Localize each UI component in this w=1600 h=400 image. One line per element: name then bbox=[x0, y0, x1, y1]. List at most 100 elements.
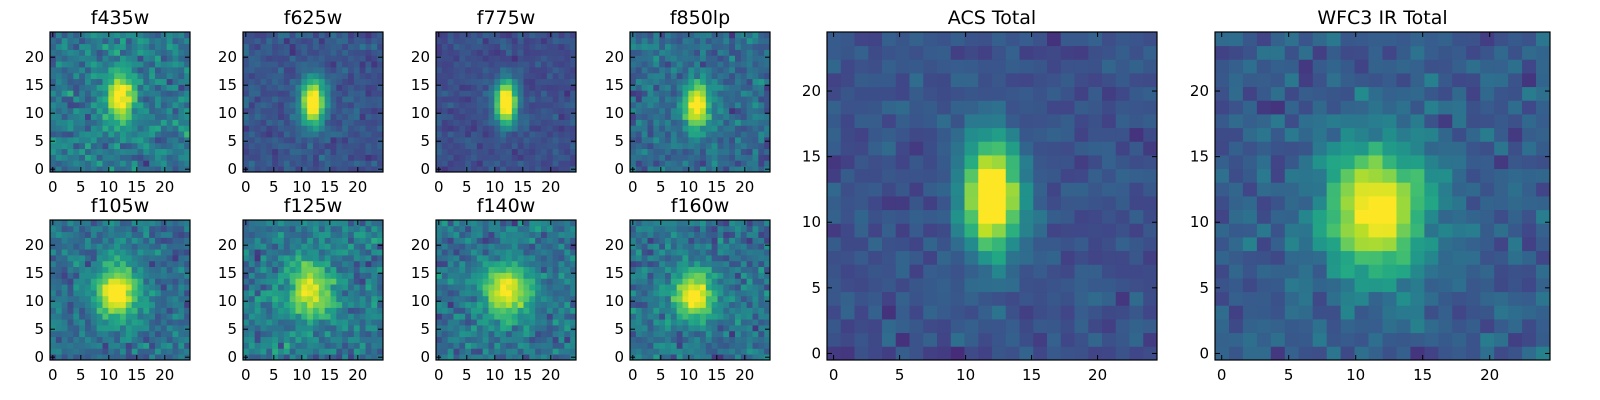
heatmap-cell bbox=[694, 237, 701, 244]
heatmap-cell bbox=[149, 301, 156, 308]
heatmap-cell bbox=[90, 319, 98, 326]
heatmap-cell bbox=[523, 330, 530, 338]
heatmap-cell bbox=[441, 96, 449, 103]
heatmap-cell bbox=[711, 125, 718, 132]
heatmap-cell bbox=[447, 220, 454, 227]
heatmap-cell bbox=[324, 67, 331, 74]
heatmap-cell bbox=[283, 90, 291, 97]
heatmap-cell bbox=[500, 154, 507, 161]
heatmap-cell bbox=[377, 72, 384, 80]
heatmap-cell bbox=[125, 295, 133, 303]
heatmap-cell bbox=[653, 307, 660, 314]
heatmap-cell bbox=[546, 160, 554, 167]
heatmap-cell bbox=[647, 249, 654, 256]
heatmap-cell bbox=[552, 342, 559, 349]
heatmap-cell bbox=[254, 237, 261, 244]
heatmap-cell bbox=[558, 307, 565, 314]
heatmap-cell bbox=[260, 330, 267, 338]
heatmap-cell bbox=[178, 102, 185, 109]
heatmap-cell bbox=[283, 61, 291, 68]
heatmap-cell bbox=[348, 348, 355, 355]
heatmap-cell bbox=[694, 325, 701, 332]
heatmap-cell bbox=[517, 49, 524, 56]
heatmap-cell bbox=[635, 142, 643, 150]
heatmap-cell bbox=[85, 160, 92, 167]
heatmap-cell bbox=[500, 119, 507, 126]
heatmap-cell bbox=[67, 243, 74, 250]
heatmap-cell bbox=[172, 336, 179, 343]
heatmap-cell bbox=[318, 90, 326, 97]
heatmap-cell bbox=[682, 290, 689, 297]
heatmap-cell bbox=[441, 90, 449, 97]
heatmap-cell bbox=[149, 290, 156, 297]
heatmap-cell bbox=[371, 225, 378, 233]
heatmap-cell bbox=[476, 295, 484, 303]
heatmap-cell bbox=[735, 49, 742, 56]
heatmap-cell bbox=[482, 137, 489, 144]
heatmap-cell bbox=[143, 336, 150, 343]
heatmap-cell bbox=[131, 284, 138, 291]
heatmap-cell bbox=[546, 142, 554, 150]
heatmap-cell bbox=[131, 160, 138, 167]
heatmap-cell bbox=[260, 231, 267, 238]
heatmap-cell bbox=[688, 225, 695, 233]
heatmap-cell bbox=[471, 330, 478, 338]
heatmap-cell bbox=[149, 119, 156, 126]
heatmap-cell bbox=[635, 32, 643, 39]
heatmap-cell bbox=[254, 231, 261, 238]
heatmap-cell bbox=[67, 249, 74, 256]
heatmap-cell bbox=[705, 113, 713, 120]
heatmap-cell bbox=[131, 78, 138, 85]
heatmap-cell bbox=[570, 348, 577, 355]
heatmap-cell bbox=[723, 160, 730, 167]
heatmap-cell bbox=[694, 225, 701, 233]
heatmap-cell bbox=[647, 84, 654, 91]
heatmap-cell bbox=[647, 348, 654, 355]
heatmap-cell bbox=[700, 67, 707, 74]
heatmap-cell bbox=[453, 284, 460, 291]
heatmap-cell bbox=[272, 78, 279, 85]
heatmap-cell bbox=[85, 37, 92, 45]
heatmap-cell bbox=[453, 166, 460, 173]
heatmap-cell bbox=[453, 107, 460, 115]
heatmap-cell bbox=[307, 354, 314, 361]
heatmap-cell bbox=[283, 113, 291, 120]
heatmap-cell bbox=[254, 37, 261, 45]
heatmap-cell bbox=[172, 231, 179, 238]
heatmap-cell bbox=[630, 142, 637, 150]
heatmap-cell bbox=[371, 249, 378, 256]
heatmap-cell bbox=[659, 284, 666, 291]
heatmap-cell bbox=[301, 78, 308, 85]
heatmap-cell bbox=[476, 342, 484, 349]
heatmap-cell bbox=[506, 90, 513, 97]
heatmap-cell bbox=[160, 284, 168, 291]
heatmap-cell bbox=[55, 43, 63, 50]
heatmap-cell bbox=[278, 78, 285, 85]
heatmap-cell bbox=[523, 243, 530, 250]
heatmap-cell bbox=[535, 266, 542, 273]
heatmap-cell bbox=[647, 290, 654, 297]
heatmap-cell bbox=[476, 237, 484, 244]
heatmap-cell bbox=[511, 32, 519, 39]
heatmap-cell bbox=[178, 237, 185, 244]
heatmap-cell bbox=[711, 102, 718, 109]
plot-frame bbox=[629, 219, 771, 361]
heatmap-cell bbox=[61, 160, 68, 167]
heatmap-cell bbox=[459, 142, 466, 150]
heatmap-cell bbox=[377, 61, 384, 68]
heatmap-cell bbox=[717, 354, 724, 361]
heatmap-cell bbox=[868, 291, 883, 306]
heatmap-cell bbox=[670, 272, 678, 279]
heatmap-cell bbox=[641, 284, 648, 291]
heatmap-cell bbox=[342, 61, 349, 68]
heatmap-cell bbox=[436, 231, 443, 238]
heatmap-cell bbox=[854, 291, 869, 306]
heatmap-cell bbox=[465, 255, 472, 262]
heatmap-cell bbox=[529, 37, 536, 45]
heatmap-cell bbox=[688, 336, 695, 343]
heatmap-cell bbox=[441, 154, 449, 161]
heatmap-cell bbox=[723, 266, 730, 273]
heatmap-cell bbox=[184, 96, 191, 103]
heatmap-cell bbox=[511, 290, 519, 297]
heatmap-cell bbox=[248, 354, 256, 361]
